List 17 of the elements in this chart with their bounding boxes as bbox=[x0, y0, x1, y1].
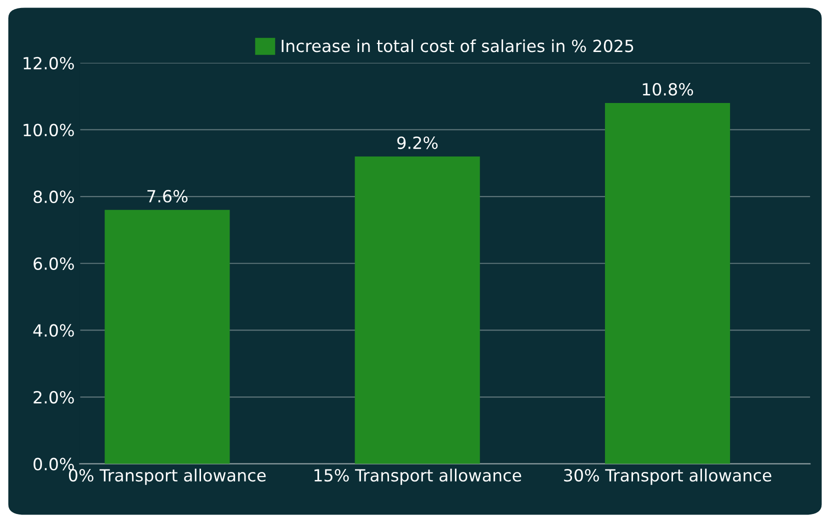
x-tick-label: 30% Transport allowance bbox=[564, 468, 772, 485]
bar bbox=[104, 210, 230, 464]
x-tick-label: 15% Transport allowance bbox=[314, 468, 522, 485]
data-label: 9.2% bbox=[397, 136, 438, 150]
y-tick-label: 8.0% bbox=[34, 190, 74, 204]
bar bbox=[354, 156, 480, 464]
data-label: 10.8% bbox=[642, 83, 694, 96]
y-tick-label: 6.0% bbox=[34, 257, 74, 270]
legend-label: Increase in total cost of salaries in % 2025 bbox=[282, 39, 634, 52]
y-tick-label: 12.0% bbox=[24, 56, 74, 70]
bar bbox=[604, 103, 730, 464]
y-tick-label: 10.0% bbox=[24, 124, 74, 136]
y-tick-label: 2.0% bbox=[34, 390, 74, 404]
data-label: 7.6% bbox=[147, 190, 188, 203]
x-tick-label: 0% Transport allowance bbox=[68, 468, 266, 485]
y-tick-label: 0.0% bbox=[34, 458, 74, 470]
y-tick-label: 4.0% bbox=[33, 324, 74, 337]
